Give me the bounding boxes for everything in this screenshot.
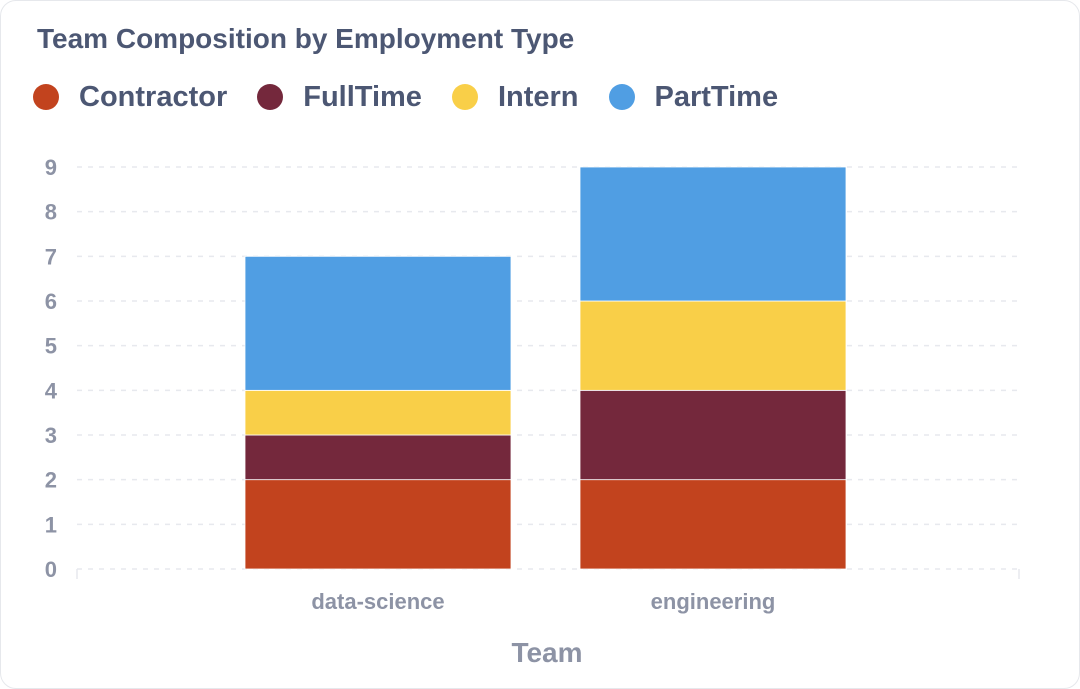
bar-data-science-fulltime — [244, 434, 512, 481]
x-axis-title: Team — [511, 637, 582, 668]
legend-label: Contractor — [79, 80, 228, 113]
y-tick-label: 1 — [45, 512, 57, 537]
bar-data-science-parttime — [244, 255, 512, 391]
chart-legend: Contractor FullTime Intern PartTime — [33, 77, 808, 117]
bars — [244, 166, 847, 570]
legend-dot-icon — [257, 84, 284, 110]
y-tick-label: 9 — [45, 155, 57, 180]
y-tick-label: 3 — [45, 423, 57, 448]
x-axis: data-science engineering — [311, 589, 775, 614]
y-tick-label: 8 — [45, 200, 57, 225]
legend-label: FullTime — [303, 80, 422, 113]
bar-engineering-parttime — [579, 166, 847, 302]
y-tick-label: 6 — [45, 289, 57, 314]
y-tick-label: 2 — [45, 468, 57, 493]
bar-data-science-intern — [244, 389, 512, 436]
y-tick-label: 4 — [45, 378, 58, 403]
y-tick-label: 0 — [45, 557, 57, 582]
legend-item-intern[interactable]: Intern — [451, 80, 579, 114]
legend-item-contractor[interactable]: Contractor — [33, 81, 227, 114]
legend-dot-icon — [608, 84, 635, 110]
bar-engineering-fulltime — [579, 389, 847, 481]
legend-label: PartTime — [654, 80, 779, 113]
x-tick-label: engineering — [651, 589, 776, 614]
y-tick-label: 5 — [45, 334, 57, 359]
bar-engineering-contractor — [579, 479, 847, 570]
grid-lines — [76, 166, 1020, 579]
legend-dot-icon — [451, 84, 478, 110]
legend-item-fulltime[interactable]: FullTime — [257, 81, 422, 114]
x-tick-label: data-science — [311, 589, 444, 614]
legend-item-parttime[interactable]: PartTime — [608, 80, 779, 114]
y-tick-label: 7 — [45, 244, 57, 269]
legend-dot-icon — [33, 84, 59, 110]
bar-engineering-intern — [579, 300, 847, 391]
legend-label: Intern — [497, 80, 579, 113]
bar-data-science-contractor — [244, 479, 512, 570]
chart-title: Team Composition by Employment Type — [37, 23, 575, 54]
y-axis: 0 1 2 3 4 5 6 7 8 9 — [45, 155, 58, 582]
